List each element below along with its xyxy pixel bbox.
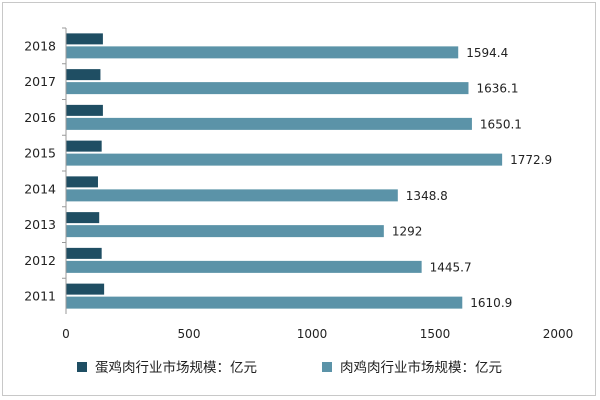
bar-egg-2017 [66, 69, 101, 81]
bar-egg-2014 [66, 176, 98, 188]
legend-swatch-egg [77, 362, 87, 372]
bar-broiler-2014 [66, 189, 398, 202]
y-axis: 2018 2017 2016 2015 2014 2013 2012 2011 [24, 27, 67, 314]
y-tick-label-2015: 2015 [24, 146, 56, 161]
y-tick-label-2017: 2017 [24, 74, 56, 89]
y-tick-label-2014: 2014 [24, 181, 56, 196]
x-tick-label-1000: 1000 [297, 327, 328, 341]
bar-broiler-2015 [66, 153, 503, 166]
data-label-2016: 1650.1 [480, 117, 522, 131]
y-tick-label-2012: 2012 [24, 253, 56, 268]
x-axis: 0 500 1000 1500 2000 [62, 327, 573, 341]
legend-label-broiler: 肉鸡肉行业市场规模：亿元 [340, 359, 502, 376]
y-tick-label-2018: 2018 [24, 38, 56, 53]
y-tick-label-2013: 2013 [24, 217, 56, 232]
bar-egg-2011 [66, 283, 105, 295]
data-label-2017: 1636.1 [476, 82, 518, 96]
bar-broiler-2013 [66, 225, 384, 238]
x-tick-label-500: 500 [178, 327, 201, 341]
bars-group [66, 33, 503, 309]
x-tick-label-1500: 1500 [420, 327, 451, 341]
bar-broiler-2017 [66, 82, 469, 95]
legend-label-egg: 蛋鸡肉行业市场规模：亿元 [95, 359, 257, 376]
legend: 蛋鸡肉行业市场规模：亿元 肉鸡肉行业市场规模：亿元 [77, 359, 502, 376]
bar-egg-2018 [66, 33, 103, 45]
y-tick-label-2016: 2016 [24, 110, 56, 125]
x-tick-label-2000: 2000 [543, 327, 574, 341]
y-tick-label-2011: 2011 [24, 289, 56, 304]
data-label-2014: 1348.8 [406, 189, 448, 203]
bar-egg-2016 [66, 104, 103, 116]
bar-broiler-2018 [66, 46, 459, 59]
bar-egg-2013 [66, 212, 100, 224]
bar-egg-2012 [66, 247, 102, 259]
data-label-2012: 1445.7 [430, 260, 472, 274]
data-label-2018: 1594.4 [466, 46, 508, 60]
bar-broiler-2012 [66, 260, 422, 273]
data-label-2013: 1292 [392, 225, 423, 239]
x-tick-label-0: 0 [62, 327, 70, 341]
bar-egg-2015 [66, 140, 102, 152]
bar-broiler-2016 [66, 117, 472, 130]
legend-swatch-broiler [322, 362, 332, 372]
data-label-2011: 1610.9 [470, 296, 512, 310]
bar-broiler-2011 [66, 296, 463, 309]
data-labels-group: 1594.4 1636.1 1650.1 1772.9 1348.8 1292 1445.7… [392, 46, 552, 310]
data-label-2015: 1772.9 [510, 153, 552, 167]
